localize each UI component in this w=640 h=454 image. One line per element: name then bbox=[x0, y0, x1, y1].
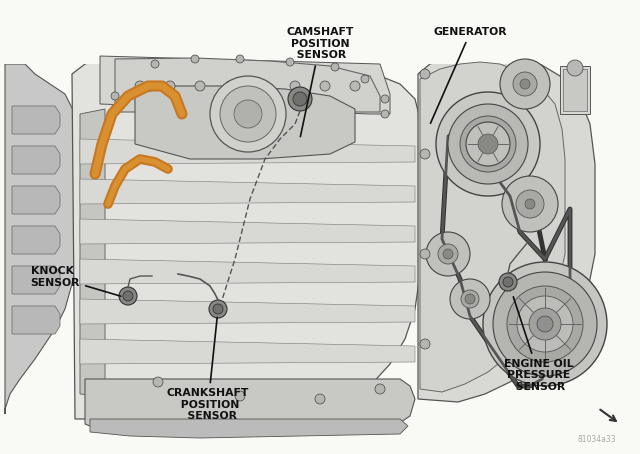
Circle shape bbox=[165, 81, 175, 91]
Polygon shape bbox=[12, 146, 60, 174]
Circle shape bbox=[375, 384, 385, 394]
Circle shape bbox=[235, 391, 245, 401]
Polygon shape bbox=[420, 62, 565, 392]
Polygon shape bbox=[80, 179, 415, 204]
Circle shape bbox=[460, 116, 516, 172]
Polygon shape bbox=[135, 86, 355, 159]
Circle shape bbox=[465, 294, 475, 304]
Circle shape bbox=[567, 60, 583, 76]
Bar bbox=[0, 424, 640, 454]
Bar bbox=[560, 66, 590, 114]
Polygon shape bbox=[115, 58, 380, 112]
Circle shape bbox=[350, 81, 360, 91]
Polygon shape bbox=[100, 56, 390, 114]
Circle shape bbox=[225, 81, 235, 91]
Circle shape bbox=[466, 122, 510, 166]
Polygon shape bbox=[85, 379, 415, 432]
Bar bbox=[563, 69, 587, 111]
Text: GENERATOR: GENERATOR bbox=[431, 27, 508, 123]
Circle shape bbox=[448, 104, 528, 184]
Circle shape bbox=[525, 199, 535, 209]
Circle shape bbox=[236, 55, 244, 63]
Circle shape bbox=[210, 76, 286, 152]
Circle shape bbox=[151, 60, 159, 68]
Circle shape bbox=[213, 304, 223, 314]
Circle shape bbox=[420, 69, 430, 79]
Circle shape bbox=[529, 308, 561, 340]
Polygon shape bbox=[80, 259, 415, 284]
Text: CAMSHAFT
POSITION
 SENSOR: CAMSHAFT POSITION SENSOR bbox=[286, 27, 354, 137]
Circle shape bbox=[331, 63, 339, 71]
Polygon shape bbox=[80, 219, 415, 244]
Circle shape bbox=[320, 81, 330, 91]
Text: KNOCK
SENSOR: KNOCK SENSOR bbox=[31, 266, 121, 296]
Circle shape bbox=[537, 316, 553, 332]
Circle shape bbox=[123, 291, 133, 301]
Polygon shape bbox=[12, 186, 60, 214]
Circle shape bbox=[153, 377, 163, 387]
Circle shape bbox=[470, 126, 506, 162]
Circle shape bbox=[499, 273, 517, 291]
Polygon shape bbox=[90, 419, 408, 438]
Circle shape bbox=[290, 81, 300, 91]
Circle shape bbox=[420, 339, 430, 349]
Circle shape bbox=[381, 95, 389, 103]
Polygon shape bbox=[80, 339, 415, 364]
Circle shape bbox=[293, 92, 307, 106]
Circle shape bbox=[260, 81, 270, 91]
Polygon shape bbox=[12, 266, 60, 294]
Circle shape bbox=[426, 232, 470, 276]
Polygon shape bbox=[418, 54, 595, 402]
Circle shape bbox=[111, 92, 119, 100]
Polygon shape bbox=[80, 109, 105, 396]
Text: CRANKSHAFT
 POSITION
  SENSOR: CRANKSHAFT POSITION SENSOR bbox=[167, 317, 249, 421]
Polygon shape bbox=[5, 64, 80, 414]
Polygon shape bbox=[80, 299, 415, 324]
Text: 81034a33: 81034a33 bbox=[577, 435, 616, 444]
Circle shape bbox=[420, 149, 430, 159]
Circle shape bbox=[493, 272, 597, 376]
Circle shape bbox=[438, 244, 458, 264]
Polygon shape bbox=[12, 106, 60, 134]
Circle shape bbox=[315, 394, 325, 404]
Polygon shape bbox=[80, 139, 415, 164]
Polygon shape bbox=[12, 306, 60, 334]
Circle shape bbox=[288, 87, 312, 111]
Circle shape bbox=[220, 86, 276, 142]
Polygon shape bbox=[72, 56, 420, 424]
Circle shape bbox=[361, 75, 369, 83]
Circle shape bbox=[500, 59, 550, 109]
Circle shape bbox=[483, 262, 607, 386]
Circle shape bbox=[195, 81, 205, 91]
Circle shape bbox=[443, 249, 453, 259]
Circle shape bbox=[191, 55, 199, 63]
Circle shape bbox=[513, 72, 537, 96]
Circle shape bbox=[111, 105, 119, 113]
Circle shape bbox=[517, 296, 573, 352]
Text: ENGINE OIL
PRESSURE
 SENSOR: ENGINE OIL PRESSURE SENSOR bbox=[504, 297, 573, 392]
Circle shape bbox=[461, 290, 479, 308]
Circle shape bbox=[234, 100, 262, 128]
Circle shape bbox=[516, 190, 544, 218]
Circle shape bbox=[520, 79, 530, 89]
Circle shape bbox=[286, 58, 294, 66]
Circle shape bbox=[135, 81, 145, 91]
Circle shape bbox=[503, 277, 513, 287]
Circle shape bbox=[209, 300, 227, 318]
Circle shape bbox=[436, 92, 540, 196]
Circle shape bbox=[450, 279, 490, 319]
Bar bbox=[0, 0, 640, 64]
Circle shape bbox=[478, 134, 498, 154]
Circle shape bbox=[381, 110, 389, 118]
Circle shape bbox=[420, 249, 430, 259]
Polygon shape bbox=[12, 226, 60, 254]
Circle shape bbox=[119, 287, 137, 305]
Circle shape bbox=[507, 286, 583, 362]
Circle shape bbox=[502, 176, 558, 232]
